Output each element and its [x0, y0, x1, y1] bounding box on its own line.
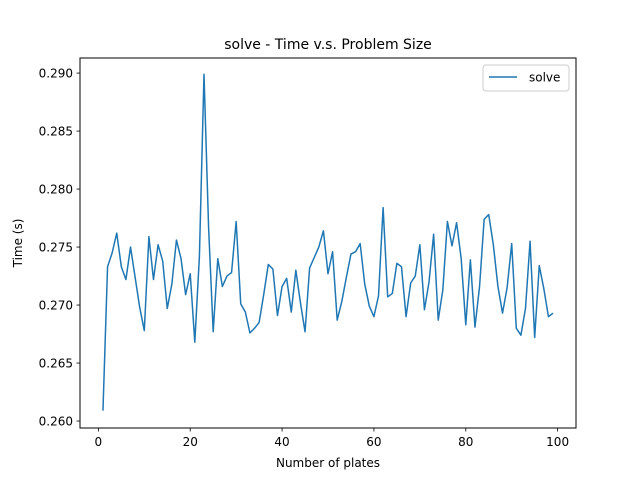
y-tick-label: 0.275: [39, 240, 73, 254]
x-tick-label: 100: [546, 435, 569, 449]
y-tick-label: 0.270: [39, 298, 73, 312]
legend-label-solve: solve: [529, 71, 560, 85]
chart-title: solve - Time v.s. Problem Size: [224, 37, 432, 53]
y-tick-label: 0.265: [39, 356, 73, 370]
plot-frame: [79, 57, 577, 429]
y-axis-label: Time (s): [11, 219, 25, 269]
y-tick-label: 0.260: [39, 414, 73, 428]
y-tick-label: 0.290: [39, 66, 73, 80]
x-tick-label: 60: [366, 435, 381, 449]
x-axis-label: Number of plates: [276, 456, 380, 470]
y-tick-label: 0.280: [39, 182, 73, 196]
series-layer: [102, 73, 554, 411]
x-tick-label: 0: [95, 435, 103, 449]
x-tick-label: 80: [458, 435, 473, 449]
series-line-solve: [102, 73, 554, 411]
legend-box: [482, 64, 570, 92]
y-axis-ticks: 0.260 0.265 0.270 0.275 0.280 0.285 0.290: [39, 66, 80, 428]
x-tick-label: 20: [183, 435, 198, 449]
legend: solve: [482, 64, 570, 92]
y-tick-label: 0.285: [39, 124, 73, 138]
x-axis-ticks: 0 20 40 60 80 100: [95, 428, 569, 449]
plot-area: [80, 58, 576, 428]
x-tick-label: 40: [274, 435, 289, 449]
